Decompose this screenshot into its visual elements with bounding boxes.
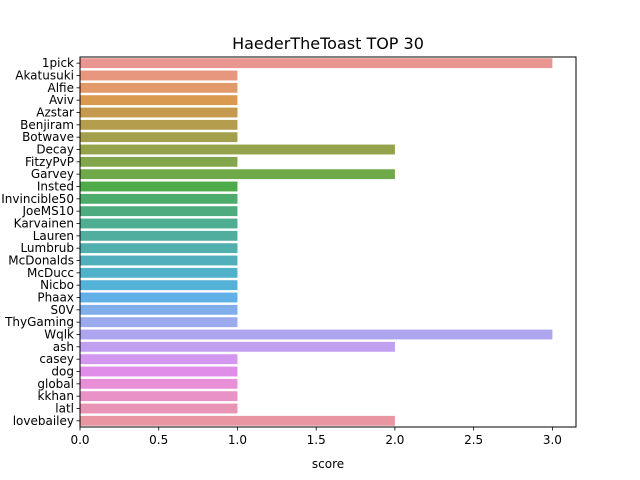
bar-0 (80, 58, 553, 69)
bar-4 (80, 107, 238, 118)
y-tick-label-16: McDonalds (8, 254, 74, 268)
y-tick-label-10: Insted (37, 180, 74, 194)
y-tick-label-0: 1pick (42, 56, 74, 70)
bar-24 (80, 354, 238, 365)
y-tick-label-25: dog (51, 365, 74, 379)
bar-3 (80, 95, 238, 106)
bars-layer (80, 58, 553, 426)
bar-5 (80, 119, 238, 130)
x-tick-label-2: 1.0 (228, 433, 247, 447)
y-tick-label-9: Garvey (31, 167, 74, 181)
bar-10 (80, 181, 238, 192)
chart-title: HaederTheToast TOP 30 (232, 34, 424, 53)
x-axis-label: score (312, 457, 344, 471)
y-tick-label-29: lovebailey (13, 414, 74, 428)
y-tick-label-6: Botwave (22, 130, 74, 144)
plot-frame (79, 56, 577, 428)
bar-18 (80, 280, 238, 291)
bar-16 (80, 255, 238, 266)
y-tick-label-22: Wqlk (44, 328, 74, 342)
y-tick-label-4: Azstar (36, 106, 74, 120)
y-tick-label-2: Alfie (48, 81, 74, 95)
bar-28 (80, 403, 238, 414)
bar-27 (80, 391, 238, 402)
bar-12 (80, 206, 238, 217)
bar-19 (80, 292, 238, 303)
x-tick-label-6: 3.0 (543, 433, 562, 447)
bar-29 (80, 415, 395, 426)
bar-21 (80, 317, 238, 328)
y-tick-label-11: Invincible50 (1, 192, 74, 206)
bar-2 (80, 82, 238, 93)
bar-1 (80, 70, 238, 81)
y-tick-label-12: JoeMS10 (21, 204, 74, 218)
y-tick-label-21: ThyGaming (4, 315, 74, 329)
y-tick-label-26: global (37, 377, 74, 391)
bar-20 (80, 304, 238, 315)
bar-17 (80, 267, 238, 278)
y-tick-layer: 1pickAkatusukiAlfieAvivAzstarBenjiramBot… (1, 56, 80, 428)
y-tick-label-1: Akatusuki (15, 69, 74, 83)
y-tick-label-18: Nicbo (40, 278, 74, 292)
y-tick-label-15: Lumbrub (20, 241, 74, 255)
bar-7 (80, 144, 395, 155)
y-tick-label-17: McDucc (27, 266, 74, 280)
x-tick-label-1: 0.5 (149, 433, 168, 447)
x-tick-layer: 0.0 0.5 1.0 1.5 2.0 2.5 3.0 (70, 427, 562, 447)
y-tick-label-20: S0V (51, 303, 75, 317)
y-tick-label-13: Karvainen (14, 217, 74, 231)
bar-22 (80, 329, 553, 340)
bar-15 (80, 243, 238, 254)
y-tick-label-27: kkhan (38, 389, 74, 403)
y-tick-label-3: Aviv (49, 93, 74, 107)
bar-14 (80, 230, 238, 241)
bar-11 (80, 193, 238, 204)
x-tick-label-4: 2.0 (385, 433, 404, 447)
y-tick-label-14: Lauren (33, 229, 74, 243)
y-tick-label-19: Phaax (37, 291, 74, 305)
bar-9 (80, 169, 395, 180)
bar-26 (80, 378, 238, 389)
bar-23 (80, 341, 395, 352)
y-tick-label-24: casey (39, 352, 74, 366)
y-tick-label-7: Decay (36, 143, 74, 157)
x-tick-label-5: 2.5 (464, 433, 483, 447)
bar-25 (80, 366, 238, 377)
x-tick-label-0: 0.0 (70, 433, 89, 447)
y-tick-label-8: FitzyPvP (25, 155, 74, 169)
x-tick-label-3: 1.5 (307, 433, 326, 447)
bar-8 (80, 156, 238, 167)
bar-6 (80, 132, 238, 143)
y-tick-label-28: latl (55, 402, 74, 416)
y-tick-label-23: ash (53, 340, 74, 354)
bar-13 (80, 218, 238, 229)
y-tick-label-5: Benjiram (20, 118, 74, 132)
